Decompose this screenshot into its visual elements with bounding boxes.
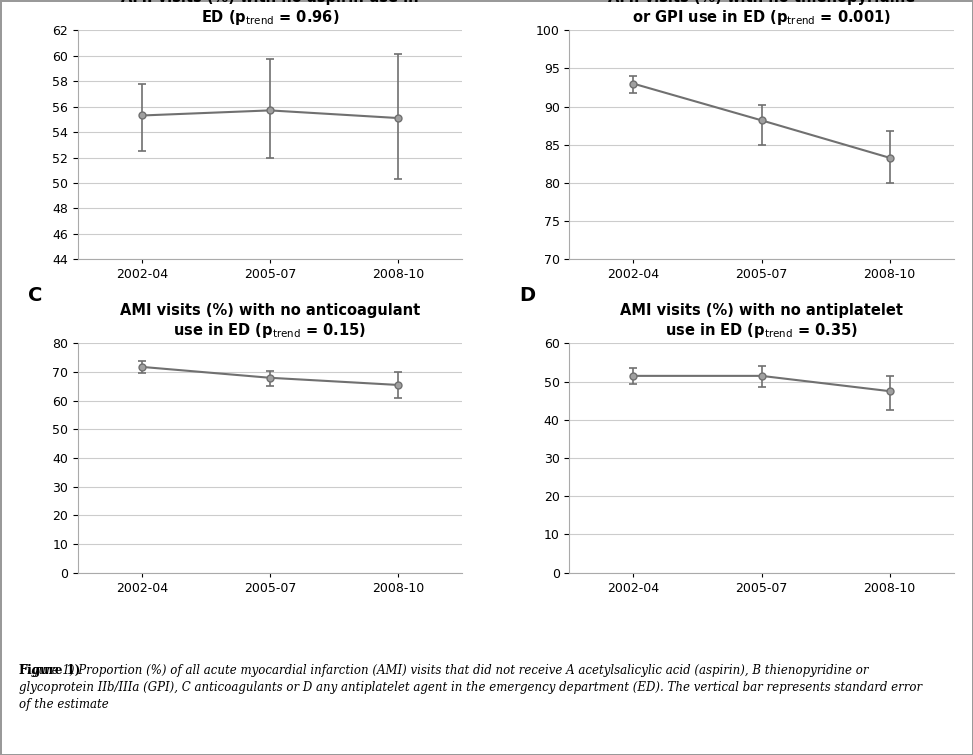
Text: D: D bbox=[520, 286, 536, 305]
Title: AMI visits (%) with no thienopyridine
or GPI use in ED (p$_{\rm trend}$ = 0.001): AMI visits (%) with no thienopyridine or… bbox=[608, 0, 916, 27]
Title: AMI visits (%) with no anticoagulant
use in ED (p$_{\rm trend}$ = 0.15): AMI visits (%) with no anticoagulant use… bbox=[120, 304, 420, 340]
Title: AMI visits (%) with no antiplatelet
use in ED (p$_{\rm trend}$ = 0.35): AMI visits (%) with no antiplatelet use … bbox=[620, 304, 903, 340]
Text: Figure 1) Proportion (%) of all acute myocardial infarction (AMI) visits that di: Figure 1) Proportion (%) of all acute my… bbox=[19, 664, 922, 711]
Text: Figure 1): Figure 1) bbox=[19, 664, 81, 677]
Text: C: C bbox=[28, 286, 42, 305]
Title: AMI visits (%) with no aspirin use in
ED (p$_{\rm trend}$ = 0.96): AMI visits (%) with no aspirin use in ED… bbox=[121, 0, 418, 27]
